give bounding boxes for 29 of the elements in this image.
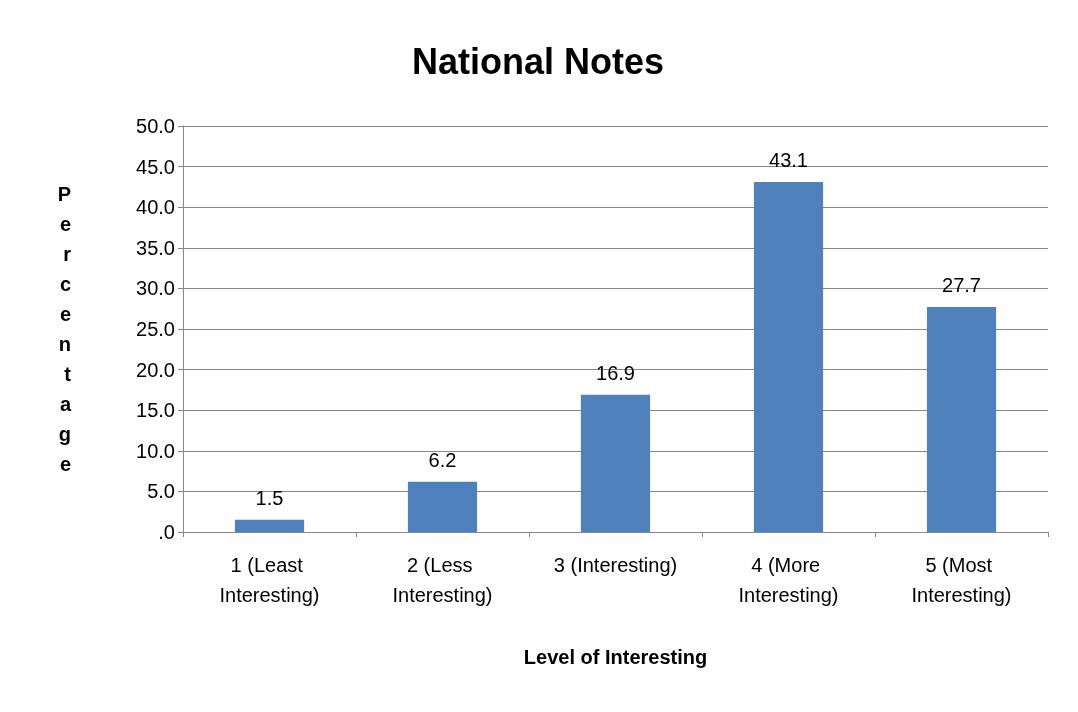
y-tick-label: 10.0 — [136, 439, 175, 462]
data-label: 43.1 — [769, 149, 808, 172]
y-tick-label: 20.0 — [136, 358, 175, 381]
chart-title: National Notes — [411, 40, 665, 82]
y-tick-label: 50.0 — [136, 115, 175, 137]
data-label: 27.7 — [942, 274, 981, 297]
y-tick-label: .0 — [158, 521, 175, 543]
x-tick-label: 5 (Most Interesting) — [911, 554, 1012, 606]
y-tick-label: 30.0 — [136, 277, 175, 300]
x-tick-label: 2 (Less Interesting) — [392, 554, 493, 606]
x-tick-label: 1 (Least Interesting) — [219, 554, 320, 606]
data-label: 1.5 — [255, 486, 284, 509]
y-tick-label: 5.0 — [147, 480, 175, 503]
y-tick-label: 25.0 — [136, 318, 175, 340]
bar — [407, 481, 478, 532]
data-label: 6.2 — [428, 448, 457, 471]
y-tick-label: 40.0 — [136, 196, 175, 219]
data-label: 16.9 — [596, 361, 635, 384]
y-tick-label: 35.0 — [136, 236, 175, 259]
x-tick-label: 4 (More Interesting) — [738, 554, 839, 606]
bar — [580, 394, 651, 532]
x-axis-title: Level of Interesting — [523, 646, 708, 668]
bar — [753, 182, 824, 532]
y-tick-label: 15.0 — [136, 399, 175, 422]
text: Percentage — [57, 183, 71, 475]
x-tick-label: 3 (Interesting) — [553, 554, 678, 576]
y-tick-label: 45.0 — [136, 155, 175, 178]
bar — [926, 307, 997, 532]
bar — [234, 519, 305, 532]
